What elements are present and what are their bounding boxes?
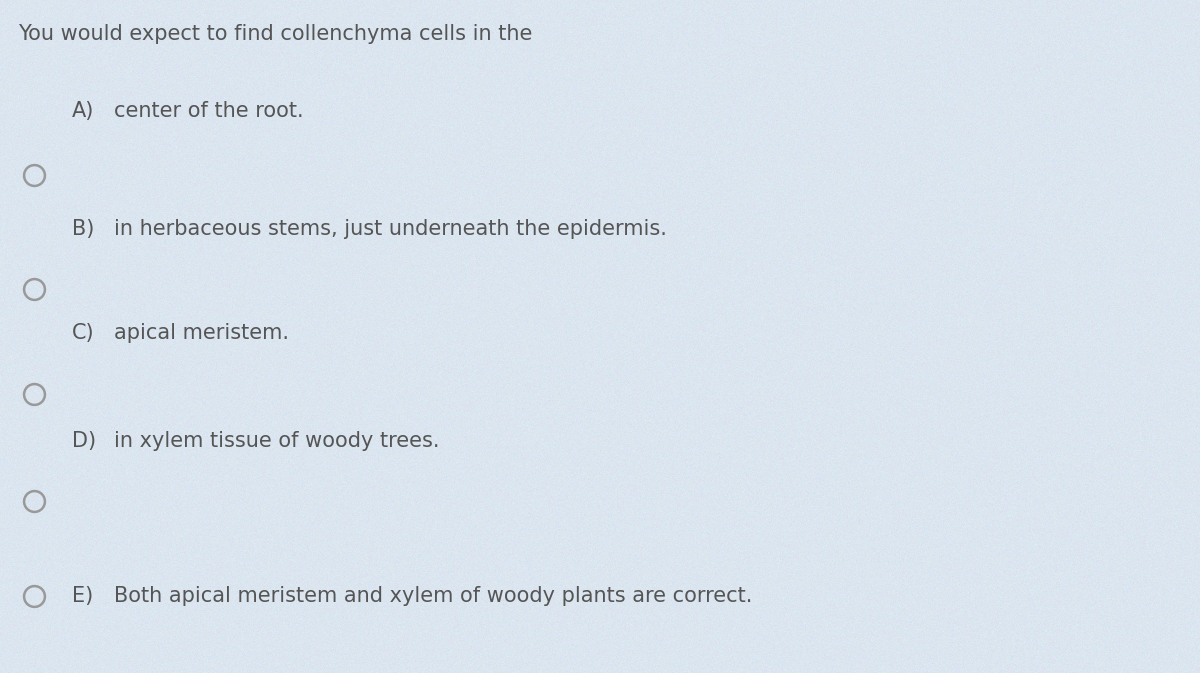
Text: B): B) (72, 219, 95, 239)
Text: center of the root.: center of the root. (114, 101, 304, 121)
Text: A): A) (72, 101, 95, 121)
Text: E): E) (72, 586, 94, 606)
Text: D): D) (72, 431, 96, 451)
Text: in xylem tissue of woody trees.: in xylem tissue of woody trees. (114, 431, 439, 451)
Text: apical meristem.: apical meristem. (114, 323, 289, 343)
Text: in herbaceous stems, just underneath the epidermis.: in herbaceous stems, just underneath the… (114, 219, 667, 239)
Text: Both apical meristem and xylem of woody plants are correct.: Both apical meristem and xylem of woody … (114, 586, 752, 606)
Text: You would expect to find collenchyma cells in the: You would expect to find collenchyma cel… (18, 24, 533, 44)
Text: C): C) (72, 323, 95, 343)
